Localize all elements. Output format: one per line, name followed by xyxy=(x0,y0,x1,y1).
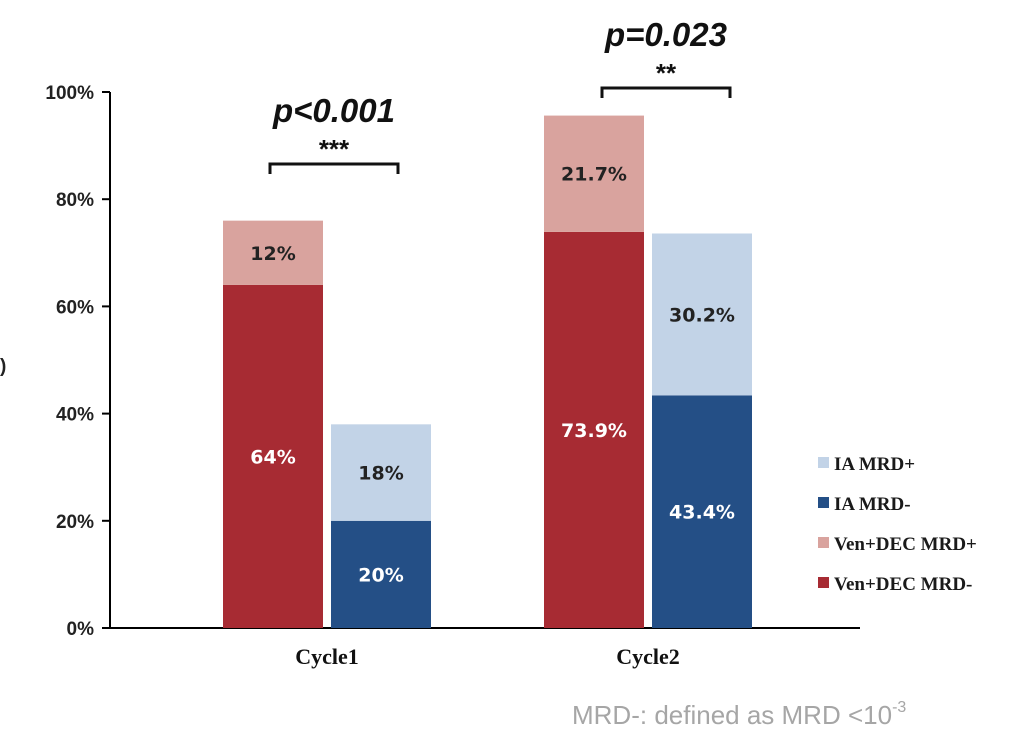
x-category-label: Cycle1 xyxy=(295,644,359,669)
data-label: 20% xyxy=(358,564,403,586)
y-tick-label: 60% xyxy=(56,297,94,318)
bar-segment xyxy=(331,520,431,628)
legend-label: IA MRD- xyxy=(834,494,911,515)
footnote-superscript: -3 xyxy=(892,699,906,716)
data-label: 12% xyxy=(250,243,295,265)
x-category-label: Cycle2 xyxy=(616,644,680,669)
y-tick-label: 80% xyxy=(56,190,94,211)
legend-swatch xyxy=(818,457,829,468)
legend-swatch xyxy=(818,537,829,548)
legend: IA MRD+ IA MRD- Ven+DEC MRD+ Ven+DEC MRD- xyxy=(818,454,977,595)
data-label: 43.4% xyxy=(669,502,735,524)
legend-swatch xyxy=(818,497,829,508)
data-label: 18% xyxy=(358,463,403,485)
footnote: MRD-: defined as MRD <10-3 xyxy=(572,699,906,730)
bar-segment xyxy=(223,220,323,285)
bar-segment xyxy=(652,395,752,628)
bar-segment xyxy=(544,115,644,232)
legend-label: IA MRD+ xyxy=(834,454,915,475)
bar-segment xyxy=(544,231,644,628)
y-tick-label: 100% xyxy=(45,83,94,104)
p-value-label: p<0.001 xyxy=(272,92,395,129)
bar-segment xyxy=(652,233,752,396)
y-tick-label: 20% xyxy=(56,512,94,533)
legend-swatch xyxy=(818,577,829,588)
data-label: 64% xyxy=(250,446,295,468)
bars: 64% 12% 20% 18% 73.9% 21.7% 43.4% 30.2% xyxy=(223,115,752,628)
p-value-label: p=0.023 xyxy=(604,16,727,53)
bar-segment xyxy=(223,284,323,628)
y-tick-label: 0% xyxy=(67,619,95,640)
significance-bracket xyxy=(600,86,732,98)
legend-label: Ven+DEC MRD- xyxy=(834,574,972,595)
y-axis-label-fragment: ) xyxy=(0,356,6,377)
footnote-text: MRD-: defined as MRD <10 xyxy=(572,700,892,730)
data-label: 30.2% xyxy=(669,304,735,326)
bar-segment xyxy=(331,424,431,521)
data-label: 73.9% xyxy=(561,420,627,442)
legend-label: Ven+DEC MRD+ xyxy=(834,534,977,555)
significance-brackets: *** p<0.001 ** p=0.023 xyxy=(268,16,732,174)
significance-bracket xyxy=(268,162,400,174)
data-label: 21.7% xyxy=(561,164,627,186)
y-tick-label: 40% xyxy=(56,405,94,426)
significance-stars: *** xyxy=(319,134,350,164)
significance-stars: ** xyxy=(656,58,677,88)
